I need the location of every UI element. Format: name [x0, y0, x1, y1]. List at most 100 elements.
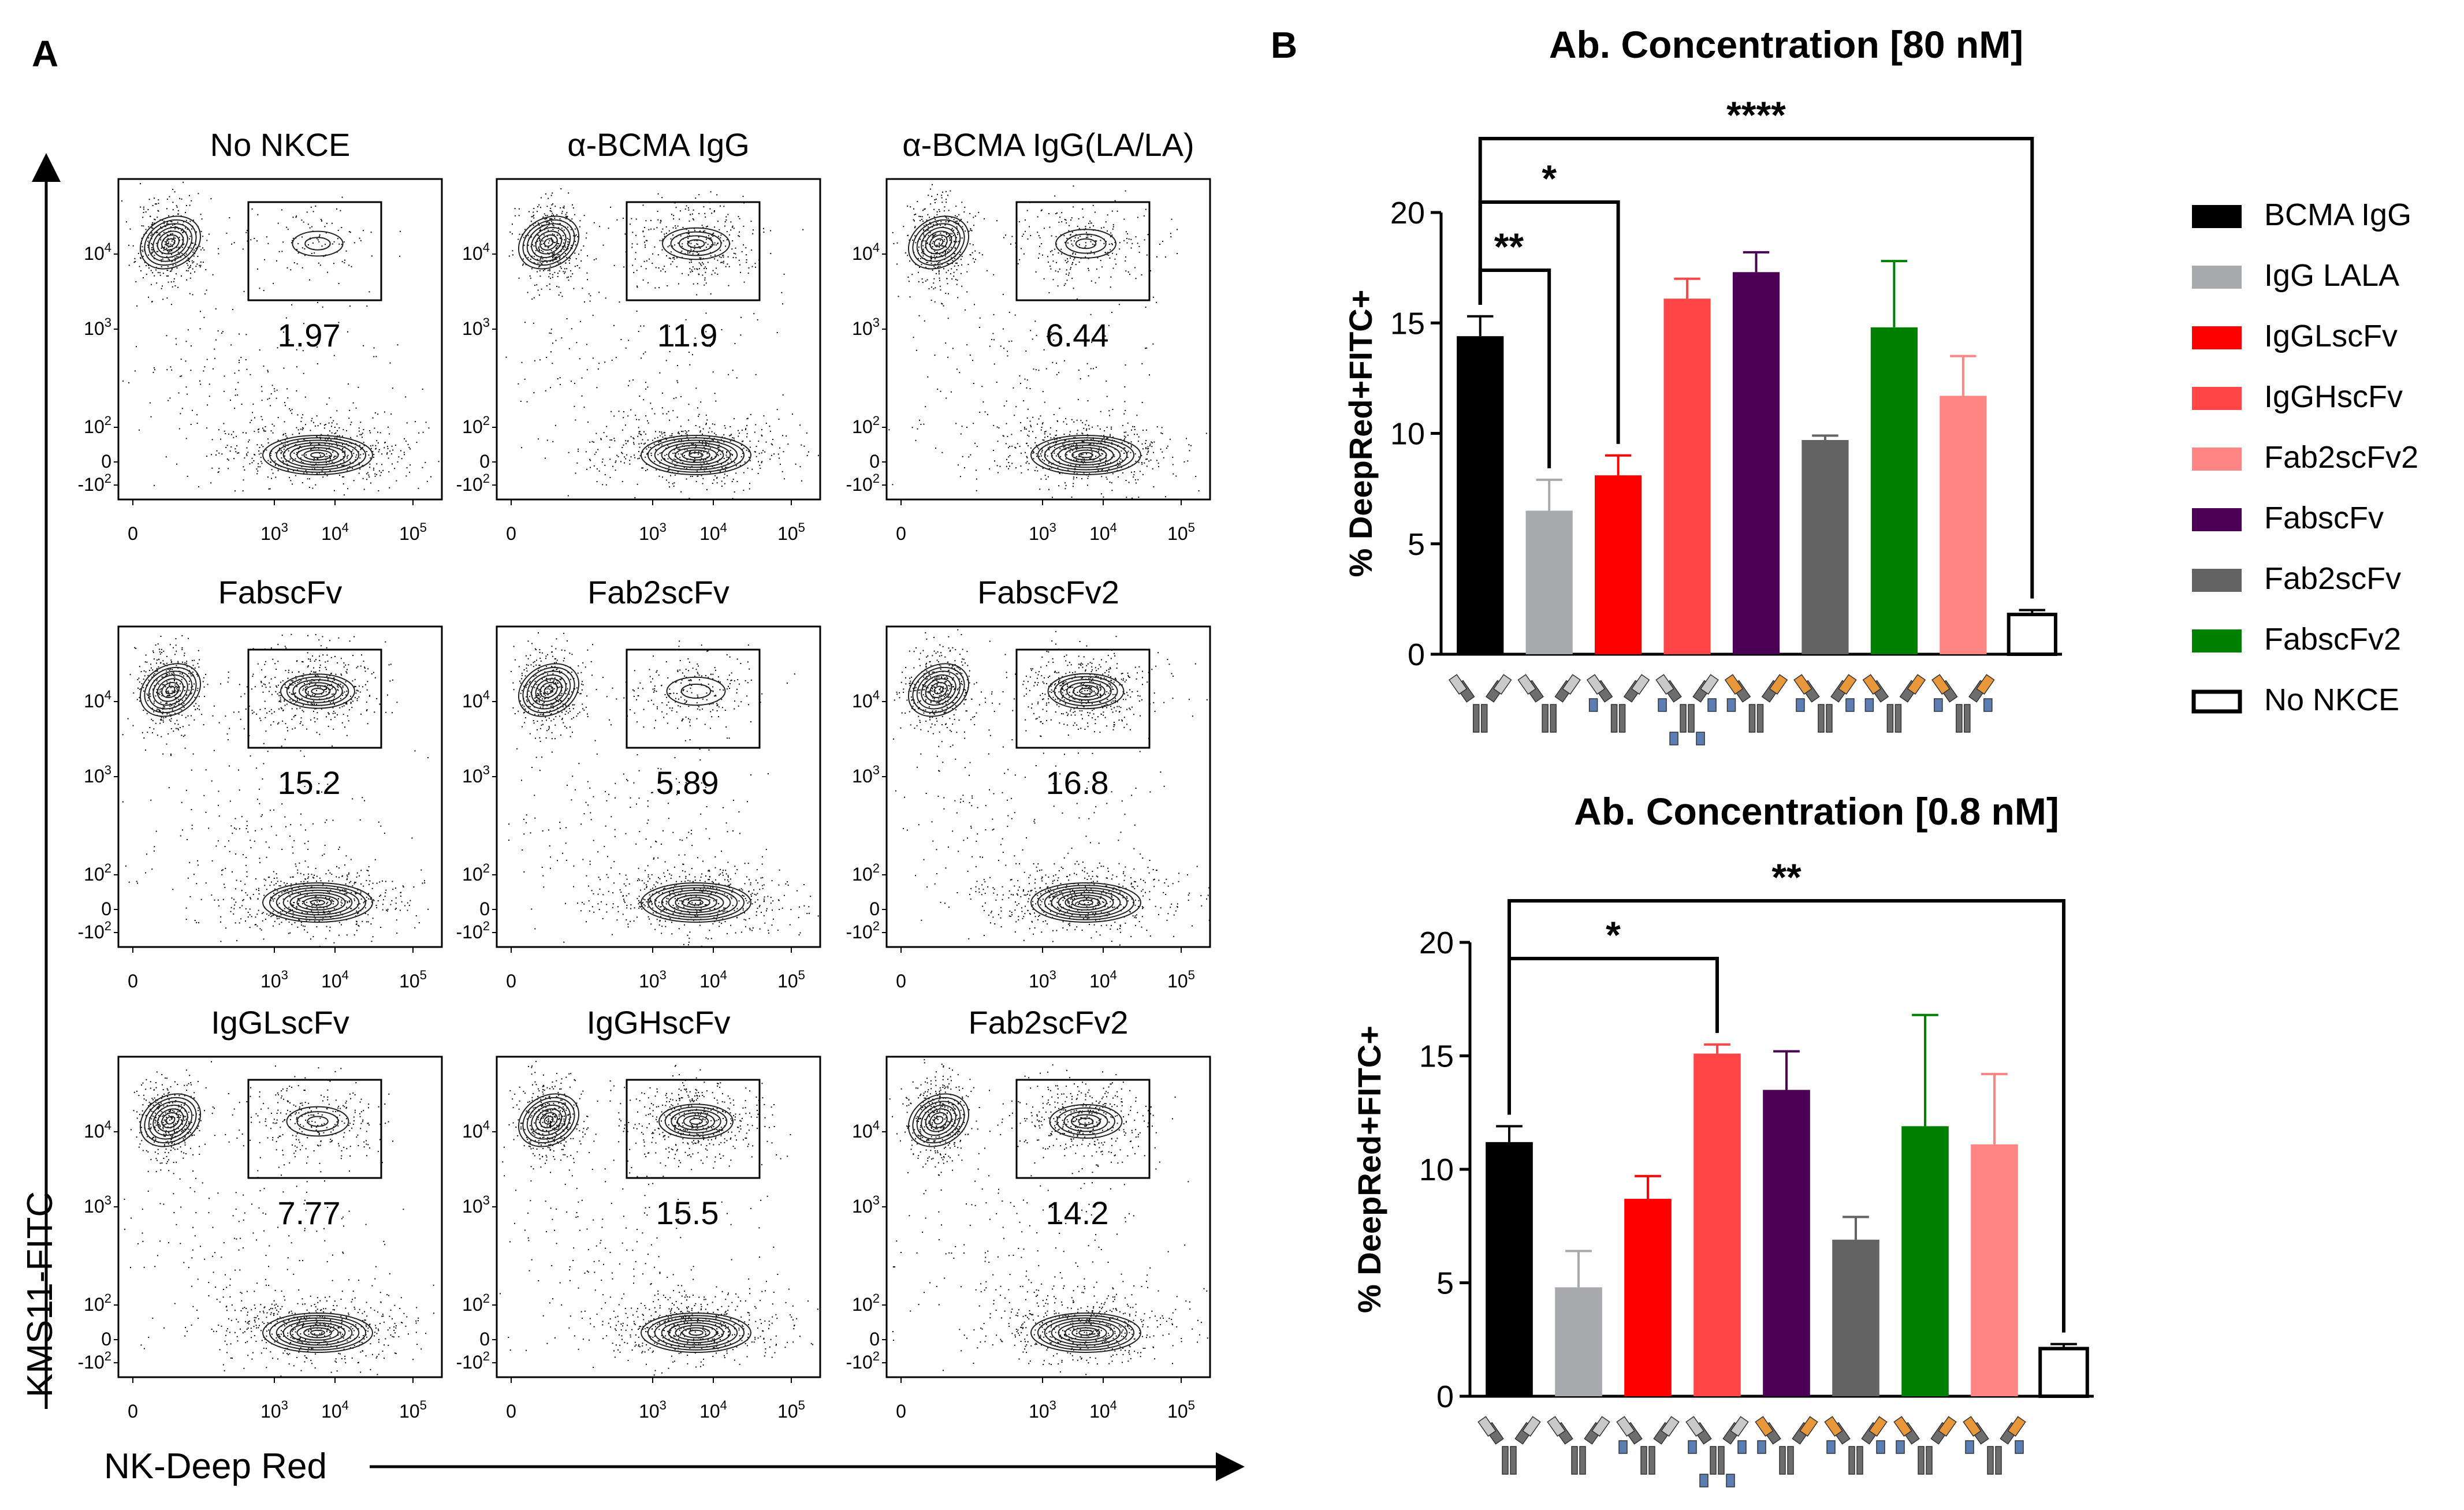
facs-y-tick: 102: [462, 413, 490, 437]
legend-swatch: [2192, 448, 2242, 471]
antibody-arm-light: [1655, 674, 1674, 695]
facs-gate-value: 7.77: [278, 1195, 341, 1231]
facs-x-tick: 0: [506, 971, 516, 991]
bar: [1732, 272, 1780, 654]
facs-y-tick: 0: [479, 451, 490, 472]
facs-x-tick-base: 10: [1089, 971, 1110, 991]
antibody-scfv: [1618, 1440, 1628, 1454]
facs-y-tick-base: 10: [84, 318, 105, 339]
facs-gate-value: 5.89: [656, 765, 719, 801]
facs-contour: [933, 685, 944, 695]
antibody-icon: [1517, 674, 1581, 733]
antibody-icon: [1685, 1416, 1749, 1487]
facs-y-tick-exp: 3: [483, 763, 490, 777]
facs-x-tick-base: 10: [699, 971, 720, 991]
facs-y-tick: 103: [852, 763, 880, 786]
facs-contour: [907, 215, 970, 270]
facs-contour: [668, 1322, 724, 1343]
facs-contour: [526, 223, 571, 262]
facs-contour: [518, 215, 580, 270]
facs-x-tick-exp: 4: [342, 968, 349, 982]
antibody-arm-light: [1862, 674, 1882, 695]
facs-contour: [688, 1329, 704, 1336]
facs-contour: [531, 226, 567, 259]
legend-label: No NKCE: [2264, 683, 2399, 717]
facs-x-tick: 104: [321, 1398, 349, 1422]
legend: BCMA IgG IgG LALA IgGLscFv IgGHscFv Fab2scFv…: [2191, 197, 2418, 717]
antibody-scfv: [1934, 698, 1943, 712]
facs-y-tick-exp: 3: [873, 763, 880, 777]
significance-bracket: [1508, 899, 2065, 1333]
antibody-arm-light: [1661, 1416, 1680, 1437]
antibody-fc: [1502, 1446, 1509, 1475]
facs-contour: [658, 1103, 734, 1139]
facs-contour: [1044, 439, 1128, 471]
antibody-fc: [1787, 1446, 1794, 1475]
facs-x-tick-exp: 4: [720, 520, 727, 535]
facs-y-tick: -102: [78, 919, 112, 942]
facs-y-tick-base: 0: [101, 451, 111, 472]
antibody-scfv: [1796, 698, 1805, 712]
antibody-arm-light: [1700, 674, 1719, 695]
facs-x-tick: 104: [699, 1398, 727, 1422]
facs-plot-title: Fab2scFv2: [969, 1004, 1129, 1041]
facs-contour: [925, 230, 952, 255]
facs-y-tick-base: 10: [852, 243, 873, 264]
facs-y-tick-exp: 2: [483, 1291, 490, 1306]
y-tick-label: 20: [1419, 926, 1454, 960]
facs-contour: [1049, 1104, 1123, 1139]
facs-x-tick-exp: 5: [420, 1398, 427, 1412]
facs-y-tick-exp: 4: [483, 240, 490, 255]
facs-contour: [1075, 238, 1097, 249]
legend-swatch: [2192, 387, 2242, 410]
facs-contour: [641, 435, 751, 475]
facs-contour: [1044, 1317, 1128, 1348]
facs-y-tick: 103: [852, 1193, 880, 1217]
facs-gate: [626, 648, 761, 749]
facs-contour: [682, 1327, 710, 1339]
facs-x-tick: 105: [399, 968, 427, 991]
antibody-scfv: [1658, 698, 1667, 712]
facs-contour: [912, 666, 965, 714]
bar: [1457, 336, 1504, 654]
significance-bracket: [1508, 957, 1719, 1115]
facs-y-tick: 102: [852, 861, 880, 885]
facs-y-tick-exp: 2: [105, 471, 111, 486]
facs-x-tick-exp: 5: [1188, 520, 1195, 535]
bar: [1832, 1239, 1879, 1396]
facs-gate: [1015, 648, 1151, 749]
antibody-fc: [1688, 704, 1695, 733]
bar: [1901, 1126, 1949, 1396]
facs-contour: [276, 887, 360, 918]
facs-x-tick: 103: [1029, 968, 1056, 991]
facs-y-tick-exp: 2: [873, 413, 880, 428]
antibody-fc: [1848, 1446, 1855, 1475]
facs-x-tick: 105: [777, 520, 805, 544]
antibody-scfv: [1845, 698, 1855, 712]
legend-label: IgGHscFv: [2264, 379, 2403, 414]
y-tick-label: 10: [1390, 417, 1425, 452]
facs-x-tick-base: 10: [1029, 971, 1049, 991]
antibody-arm-light: [1448, 674, 1468, 695]
facs-contour: [544, 238, 554, 247]
facs-contour: [310, 899, 325, 906]
facs-dot-cloud: [500, 1061, 818, 1376]
facs-plot-title: FabscFv: [218, 574, 343, 610]
facs-contour: [296, 894, 339, 911]
facs-x-tick-base: 10: [639, 1401, 660, 1422]
antibody-arm-light: [1769, 674, 1788, 695]
facs-y-tick-base: -10: [456, 922, 483, 942]
facs-y-tick-base: 0: [869, 898, 880, 919]
facs-y-tick: 0: [869, 451, 880, 472]
legend-label: BCMA IgG: [2264, 197, 2411, 232]
facs-y-tick-base: -10: [846, 1352, 873, 1373]
antibody-scfv: [1864, 698, 1874, 712]
antibody-arm-light: [1976, 674, 1995, 695]
facs-contour: [675, 447, 717, 463]
antibody-arm-light: [1616, 1416, 1635, 1437]
facs-y-tick: 104: [84, 1118, 111, 1142]
facs-plot-frame: [885, 1056, 1211, 1378]
legend-label: FabscFv2: [2264, 622, 2401, 657]
